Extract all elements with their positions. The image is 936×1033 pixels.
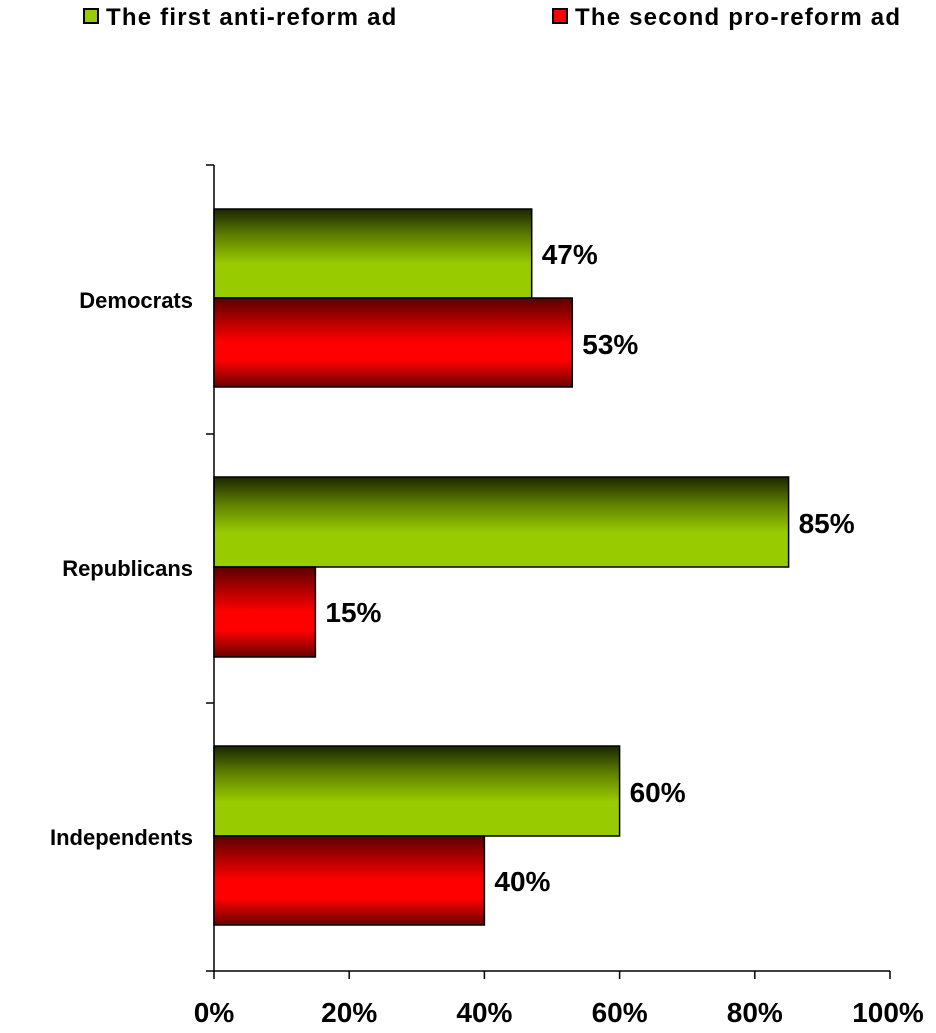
data-label-democrats-pro-reform: 53%: [582, 329, 638, 360]
category-labels: Democrats Republicans Independents: [50, 288, 193, 850]
bar-independents-pro-reform: [213, 835, 486, 926]
legend: The first anti-reform ad The second pro-…: [83, 4, 901, 31]
legend-swatch-red: [552, 8, 568, 24]
x-tick-label-0: 0%: [194, 997, 235, 1028]
legend-item-anti-reform: The first anti-reform ad: [83, 4, 398, 31]
category-label-democrats: Democrats: [79, 288, 193, 313]
bar-republicans-anti-reform: [213, 476, 790, 568]
data-label-republicans-pro-reform: 15%: [325, 597, 381, 628]
x-tick-label-60: 60%: [592, 997, 648, 1028]
x-tick-label-80: 80%: [727, 997, 783, 1028]
x-tick-label-20: 20%: [321, 997, 377, 1028]
category-label-independents: Independents: [50, 825, 193, 850]
legend-item-pro-reform: The second pro-reform ad: [552, 4, 901, 31]
data-label-republicans-anti-reform: 85%: [799, 508, 855, 539]
data-labels: 47% 53% 85% 15% 60% 40%: [325, 239, 854, 897]
bar-democrats-anti-reform: [213, 208, 533, 299]
x-tick-label-100: 100%: [852, 997, 924, 1028]
legend-swatch-green: [83, 8, 99, 24]
data-label-independents-pro-reform: 40%: [494, 866, 550, 897]
x-axis-tick-labels: 0% 20% 40% 60% 80% 100%: [194, 997, 924, 1028]
x-axis-ticks: [213, 971, 891, 979]
x-tick-label-40: 40%: [456, 997, 512, 1028]
bars: [213, 208, 790, 926]
axes: 0% 20% 40% 60% 80% 100%: [194, 164, 924, 1028]
category-label-republicans: Republicans: [62, 556, 193, 581]
legend-label-pro-reform: The second pro-reform ad: [575, 4, 901, 31]
legend-label-anti-reform: The first anti-reform ad: [106, 4, 398, 31]
data-label-independents-anti-reform: 60%: [630, 777, 686, 808]
bar-democrats-pro-reform: [213, 297, 574, 388]
bar-independents-anti-reform: [213, 745, 621, 837]
bar-republicans-pro-reform: [213, 566, 317, 658]
data-label-democrats-anti-reform: 47%: [542, 239, 598, 270]
